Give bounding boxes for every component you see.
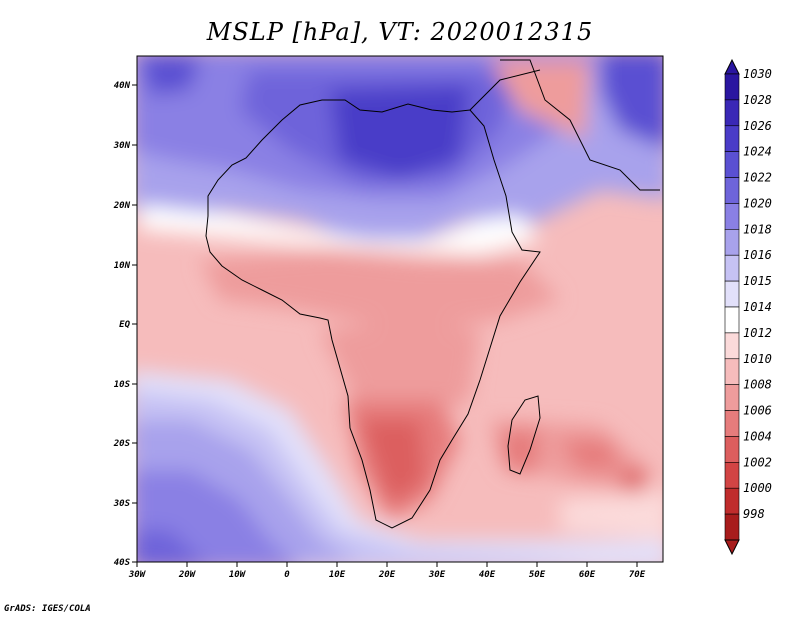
- lon-tick: 20E: [378, 562, 396, 580]
- colorbar-swatch: [724, 229, 740, 256]
- colorbar-label: 1028: [743, 93, 772, 107]
- svg-text:10N: 10N: [114, 261, 131, 271]
- colorbar-label: 998: [743, 507, 765, 521]
- colorbar-label: 1002: [743, 455, 772, 469]
- svg-text:30E: 30E: [428, 570, 446, 580]
- lat-tick: 40S: [114, 558, 137, 568]
- colorbar: 1030 1028 1026 1024 1022 1020 1018 1016 1015 1014…: [724, 58, 772, 556]
- colorbar-bottom-arrow: [724, 539, 740, 556]
- lon-tick: 10E: [329, 562, 346, 580]
- svg-text:40N: 40N: [114, 81, 131, 91]
- svg-text:20E: 20E: [378, 570, 396, 580]
- colorbar-swatch: [724, 99, 740, 127]
- colorbar-label: 1030: [743, 67, 772, 81]
- lat-tick: 20S: [113, 439, 137, 449]
- lon-tick: 30W: [128, 562, 147, 580]
- colorbar-label: 1016: [743, 248, 772, 262]
- lon-tick: 50E: [529, 562, 546, 580]
- colorbar-label: 1006: [743, 404, 772, 418]
- svg-text:10S: 10S: [114, 380, 131, 390]
- colorbar-swatch: [724, 384, 740, 411]
- svg-text:30N: 30N: [113, 141, 131, 151]
- lon-tick: 60E: [579, 562, 596, 580]
- lat-tick: 10N: [114, 261, 137, 271]
- colorbar-swatch: [724, 151, 740, 178]
- colorbar-label: 1014: [743, 300, 772, 314]
- credit-text: GrADS: IGES/COLA: [4, 604, 91, 614]
- lat-tick: 20N: [113, 201, 137, 211]
- lat-tick: EQ: [119, 320, 137, 330]
- colorbar-label: 1018: [743, 222, 772, 236]
- lat-tick: 30N: [113, 141, 137, 151]
- svg-text:20S: 20S: [113, 439, 131, 449]
- colorbar-swatch: [724, 358, 740, 385]
- lat-tick: 40N: [114, 81, 137, 91]
- svg-text:20N: 20N: [113, 201, 131, 211]
- colorbar-swatch: [724, 280, 740, 308]
- svg-text:50E: 50E: [529, 570, 546, 580]
- svg-text:70E: 70E: [629, 570, 646, 580]
- colorbar-swatch: [724, 332, 740, 360]
- colorbar-swatch: [724, 487, 740, 515]
- colorbar-label: 1008: [743, 378, 772, 392]
- colorbar-swatch: [724, 177, 740, 204]
- svg-text:40E: 40E: [479, 570, 496, 580]
- colorbar-label: 1020: [743, 196, 772, 210]
- colorbar-swatch: [724, 306, 740, 334]
- colorbar-label: 1024: [743, 145, 772, 159]
- svg-text:0: 0: [284, 570, 290, 580]
- colorbar-swatch: [724, 513, 740, 541]
- colorbar-swatch: [724, 203, 740, 230]
- lat-tick: 10S: [114, 380, 137, 390]
- lat-tick: 30S: [113, 499, 137, 509]
- svg-text:40S: 40S: [114, 558, 131, 568]
- coastlines: [205, 59, 660, 529]
- lon-tick: 0: [284, 562, 290, 580]
- colorbar-label: 1015: [743, 274, 772, 288]
- colorbar-top-arrow: [724, 58, 740, 75]
- svg-text:30S: 30S: [113, 499, 131, 509]
- lon-tick: 30E: [428, 562, 446, 580]
- colorbar-label: 1012: [743, 326, 772, 340]
- colorbar-swatch: [724, 254, 740, 282]
- lon-tick: 40E: [479, 562, 496, 580]
- svg-text:10W: 10W: [229, 570, 247, 580]
- lat-axis: 40N 30N 20N 10N EQ 10S 20S 30S 40S: [113, 81, 137, 568]
- lon-tick: 20W: [178, 562, 197, 580]
- pressure-field: [137, 56, 663, 562]
- svg-text:EQ: EQ: [119, 320, 130, 330]
- lon-tick: 10W: [229, 562, 247, 580]
- plot-frame: [136, 55, 664, 563]
- colorbar-label: 1022: [743, 171, 772, 185]
- colorbar-label: 1000: [743, 481, 772, 495]
- lon-tick: 70E: [629, 562, 646, 580]
- colorbar-swatch: [724, 410, 740, 437]
- colorbar-label: 1004: [743, 429, 772, 443]
- lon-axis: 30W 20W 10W 0 10E 20E 30E 40E 50E 60E 70…: [128, 562, 646, 580]
- svg-text:20W: 20W: [178, 570, 197, 580]
- svg-text:30W: 30W: [128, 570, 147, 580]
- chart-title: MSLP [hPa], VT: 2020012315: [206, 18, 594, 46]
- colorbar-swatch: [724, 436, 740, 463]
- svg-text:10E: 10E: [329, 570, 346, 580]
- colorbar-swatch: [724, 125, 740, 152]
- colorbar-label: 1010: [743, 352, 772, 366]
- colorbar-swatch: [724, 73, 740, 101]
- colorbar-label: 1026: [743, 119, 772, 133]
- colorbar-swatch: [724, 462, 740, 489]
- svg-text:60E: 60E: [579, 570, 596, 580]
